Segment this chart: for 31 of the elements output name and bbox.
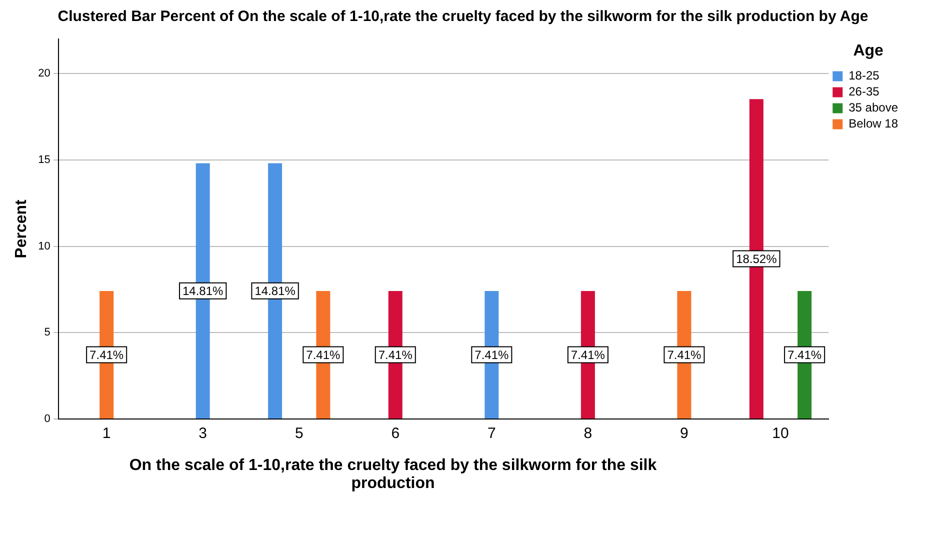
- data-label: 7.41%: [474, 348, 510, 362]
- data-label: 7.41%: [90, 348, 124, 362]
- data-label: 7.41%: [570, 348, 606, 362]
- data-label: 18.52%: [736, 252, 778, 266]
- legend-label: 35 above: [848, 100, 898, 115]
- x-tick-label: 1: [102, 425, 111, 442]
- y-tick-label: 10: [38, 240, 50, 252]
- data-label: 7.41%: [306, 348, 341, 362]
- y-tick-label: 0: [44, 413, 50, 426]
- data-label: 7.41%: [378, 348, 413, 362]
- legend-label: 26-35: [848, 84, 880, 99]
- data-label: 14.81%: [254, 284, 296, 298]
- x-tick-label: 7: [487, 425, 496, 442]
- legend-title: Age: [853, 42, 884, 60]
- chart-title: Clustered Bar Percent of On the scale of 1-10,rate the cruelty faced by the silkworm for the silk production by Age: [56, 8, 870, 27]
- x-tick-label: 10: [772, 425, 789, 442]
- y-tick-label: 15: [38, 154, 50, 166]
- legend-label: Below 18: [848, 116, 898, 131]
- x-axis-title: On the scale of 1-10,rate the cruelty faced by the silkworm for the silk production: [128, 456, 658, 493]
- data-label: 7.41%: [788, 348, 822, 362]
- x-tick-label: 8: [584, 425, 592, 442]
- x-tick-label: 3: [198, 425, 208, 442]
- y-axis-title: Percent: [13, 198, 30, 258]
- legend-label: 18-25: [848, 68, 880, 83]
- x-tick-label: 6: [391, 425, 400, 442]
- y-tick-label: 20: [38, 68, 50, 80]
- y-tick-label: 5: [44, 326, 50, 339]
- data-label: 7.41%: [667, 348, 702, 362]
- data-label: 14.81%: [182, 284, 224, 298]
- x-tick-label: 5: [294, 425, 304, 442]
- x-tick-label: 9: [680, 425, 688, 442]
